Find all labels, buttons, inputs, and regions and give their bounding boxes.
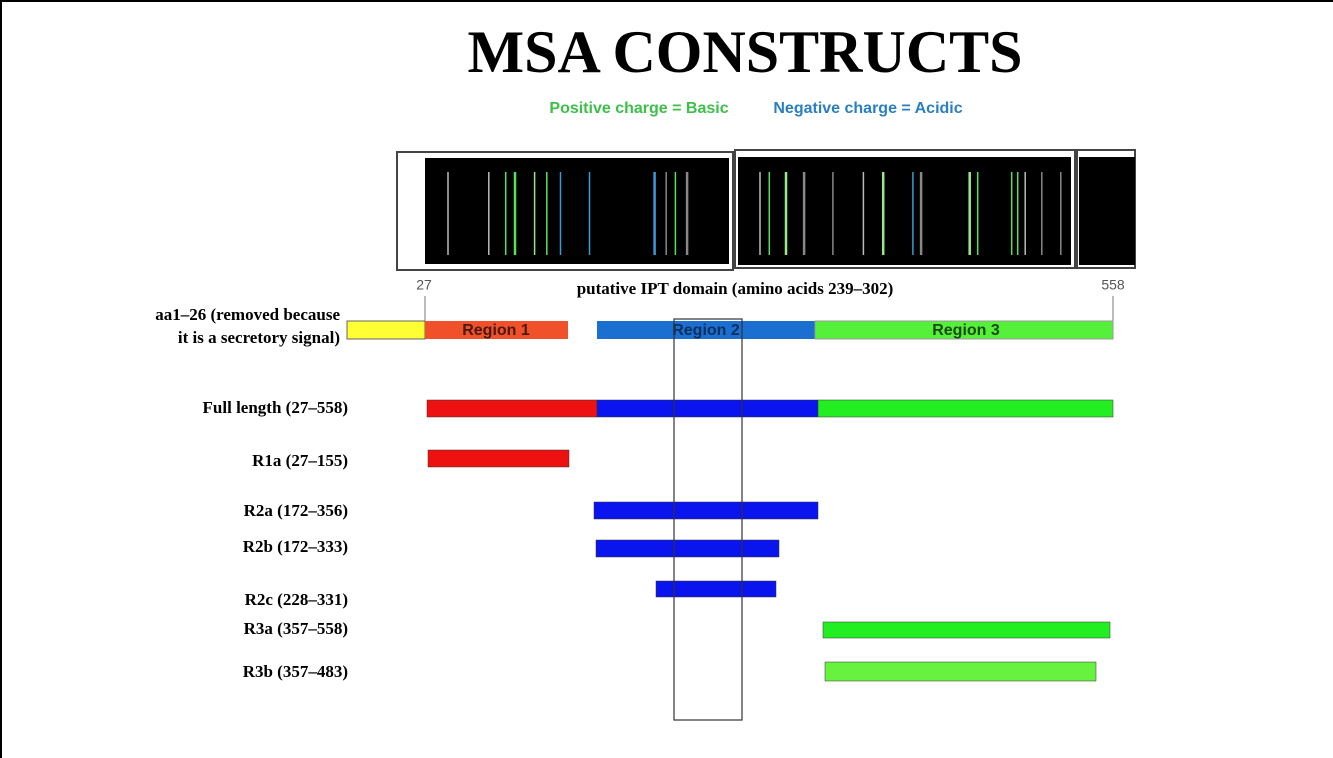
legend-basic: Positive charge = Basic	[549, 100, 728, 117]
construct-labels: Full length (27–558) R1a (27–155) R2a (172…	[203, 398, 348, 681]
msa-panel-inner	[1079, 157, 1135, 265]
signal-label: it is a secretory signal)	[178, 328, 340, 347]
construct-label: R3a (357–558)	[244, 619, 348, 638]
msa-panel-inner	[425, 158, 729, 264]
construct-bar	[595, 539, 780, 558]
signal-segment	[346, 320, 426, 340]
construct-bar	[822, 621, 1111, 639]
construct-label: R2b (172–333)	[243, 537, 348, 556]
construct-bar	[426, 399, 598, 418]
legend-acidic: Negative charge = Acidic	[773, 100, 962, 117]
region-label: Region 2	[672, 322, 740, 339]
construct-label: R2c (228–331)	[245, 590, 348, 609]
axis-end: 558	[1101, 277, 1125, 293]
signal-label: aa1–26 (removed because	[155, 305, 340, 324]
region-segment	[425, 321, 568, 339]
construct-bar	[593, 501, 819, 520]
region-label: Region 3	[932, 322, 1000, 339]
msa-image	[396, 149, 1136, 271]
construct-bar	[655, 580, 777, 598]
construct-bar	[817, 399, 1114, 418]
construct-bar	[596, 399, 819, 418]
construct-bars	[426, 399, 1114, 682]
region-segment	[597, 321, 815, 339]
construct-bar	[824, 661, 1097, 682]
region-label: Region 1	[462, 322, 530, 339]
construct-label: R1a (27–155)	[252, 451, 348, 470]
ipt-domain-box	[673, 318, 743, 721]
construct-bar	[427, 449, 570, 468]
msa-panel-inner	[738, 157, 1071, 265]
region-segment	[814, 320, 1114, 340]
construct-label: Full length (27–558)	[203, 398, 348, 417]
construct-label: R3b (357–483)	[243, 662, 348, 681]
construct-label: R2a (172–356)	[244, 501, 348, 520]
axis-start: 27	[416, 277, 432, 293]
region-bar: Region 1 Region 2 Region 3	[346, 320, 1114, 340]
domain-label: putative IPT domain (amino acids 239–302…	[577, 279, 894, 298]
title: MSA CONSTRUCTS	[467, 19, 1022, 85]
